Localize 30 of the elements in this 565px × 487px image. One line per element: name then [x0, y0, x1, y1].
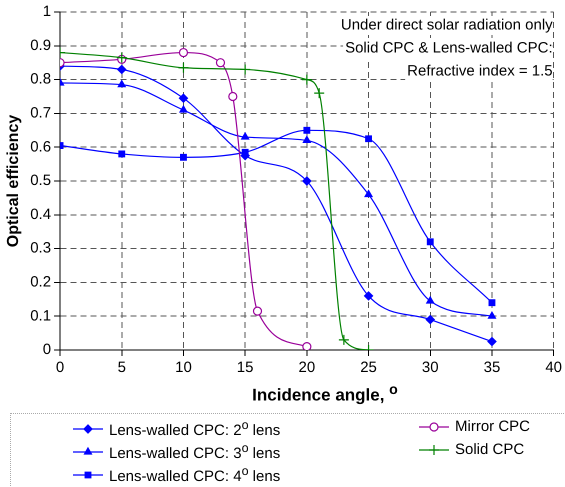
y-tick-label: 0.6 — [30, 138, 52, 156]
x-tick-label: 20 — [298, 359, 316, 376]
y-tick-label: 0 — [42, 341, 52, 358]
y-tick-label: 1 — [42, 3, 52, 20]
legend-label: Mirror CPC — [455, 418, 530, 435]
x-tick-label: 40 — [545, 359, 562, 376]
x-tick-label: 5 — [118, 359, 126, 376]
y-tick-label: 0.3 — [30, 240, 52, 257]
x-tick-label: 10 — [175, 359, 192, 376]
x-tick-label: 15 — [236, 359, 254, 376]
annotation: Refractive index = 1.5 — [407, 62, 553, 80]
y-axis-title: Optical efficiency — [5, 114, 22, 248]
x-tick-label: 35 — [484, 359, 500, 376]
annotation: Solid CPC & Lens-walled CPC: — [345, 40, 553, 57]
legend-label: Lens-walled CPC: 4$^{o}$ lens — [109, 464, 280, 485]
y-tick-label: 0.9 — [30, 36, 52, 54]
x-tick-label: 25 — [360, 359, 377, 376]
y-tick-label: 0.1 — [30, 307, 52, 324]
legend-label: Solid CPC — [455, 441, 524, 458]
x-axis-title: Incidence angle, $^{o}$ — [251, 382, 399, 406]
y-tick-label: 0.2 — [30, 274, 52, 291]
x-tick-label: 30 — [422, 359, 439, 376]
legend-label: Lens-walled CPC: 2$^{o}$ lens — [109, 418, 280, 439]
y-tick-label: 0.8 — [30, 70, 52, 88]
legend-label: Lens-walled CPC: 3$^{o}$ lens — [109, 441, 280, 462]
x-tick-label: 0 — [56, 359, 64, 376]
y-tick-label: 0.7 — [30, 104, 52, 122]
annotation: Under direct solar radiation only — [340, 16, 554, 34]
y-tick-label: 0.4 — [30, 206, 52, 223]
y-tick-label: 0.5 — [30, 172, 52, 190]
